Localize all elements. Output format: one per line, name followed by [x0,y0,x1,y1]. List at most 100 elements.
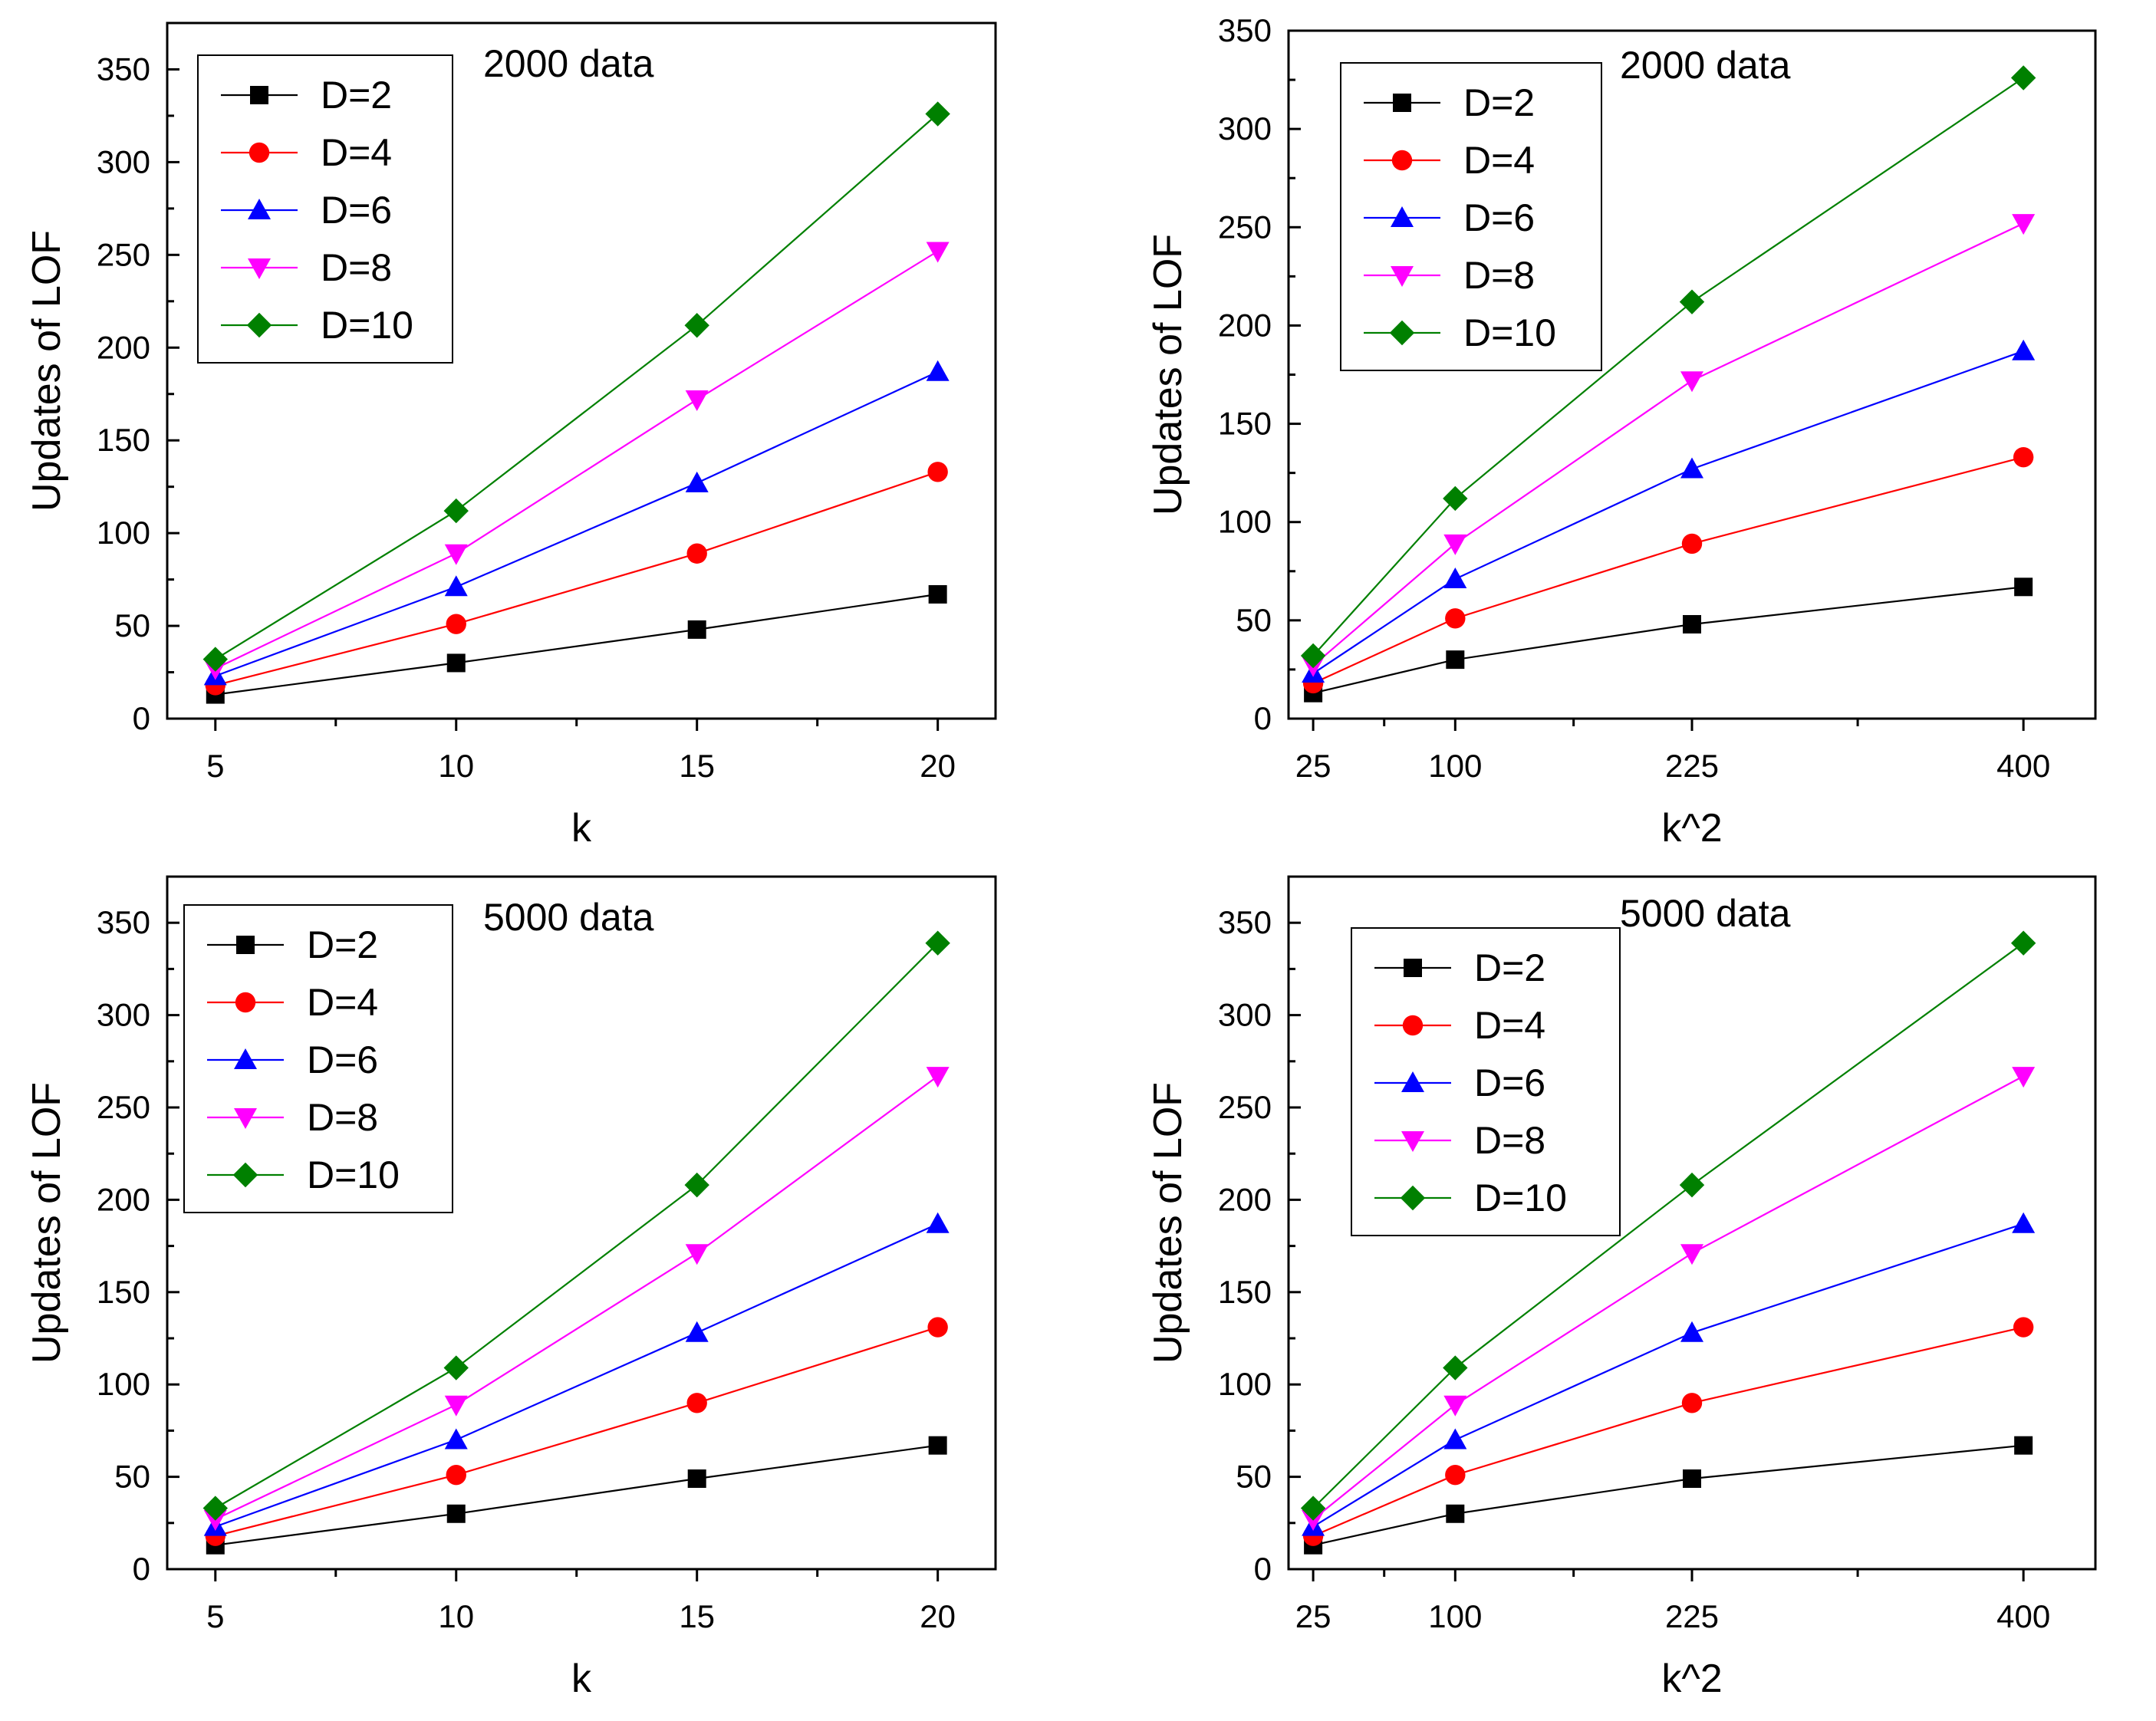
legend-marker-D=4 [1402,1015,1424,1036]
data-point-D=4-4 [927,1317,948,1338]
data-point-D=6-2 [1443,1428,1467,1450]
data-point-D=2-4 [928,1436,947,1455]
data-point-D=4-3 [686,543,707,564]
x-tick-label: 100 [1428,1598,1482,1634]
series-line-D=10 [1312,942,2024,1509]
series-line-D=4 [215,471,939,686]
data-point-D=10-4 [925,101,950,127]
data-point-D=8-4 [2012,1067,2036,1088]
x-tick-label: 15 [679,748,715,784]
data-point-D=4-3 [686,1393,707,1413]
data-point-D=10-4 [2010,65,2036,90]
x-tick-label: 100 [1428,748,1482,784]
series-line-D=6 [1312,1222,2024,1528]
legend-label-D=2: D=2 [307,923,378,966]
data-point-D=10-4 [2010,930,2036,956]
chart-title: 5000 data [1620,892,1791,935]
y-tick-label: 300 [1218,110,1272,146]
legend-label-D=6: D=6 [307,1038,378,1081]
chart-panel-2: 0 50 100 150 200 250 300 350 25 100 225 400 k^2 Updat… [1146,12,2097,851]
data-point-D=2-3 [1683,1469,1701,1489]
legend-marker-D=2 [236,936,255,954]
legend-marker-D=2 [1404,959,1422,977]
legend-marker-D=6 [1401,1071,1424,1092]
series-line-D=2 [215,593,938,696]
y-axis-label: Updates of LOF [1146,1082,1190,1364]
y-tick-label: 250 [97,236,150,272]
chart-title: 2000 data [1620,44,1791,87]
y-tick-label: 0 [1254,1551,1272,1587]
data-point-D=8-4 [926,1067,950,1088]
y-tick-label: 200 [1218,1181,1272,1217]
data-point-D=10-1 [202,647,228,672]
x-tick-label: 5 [206,748,224,784]
x-axis-label: k [571,806,592,851]
y-tick-label: 0 [133,1551,150,1587]
y-tick-label: 350 [97,904,150,940]
x-axis-label: k [571,1657,592,1701]
y-tick-label: 50 [1236,602,1272,638]
data-point-D=4-3 [1681,1393,1703,1413]
data-point-D=8-2 [1443,1395,1467,1417]
data-point-D=10-2 [1443,485,1468,512]
y-tick-label: 300 [97,143,150,179]
legend-label-D=2: D=2 [1474,946,1545,989]
data-point-D=8-3 [1680,1244,1703,1265]
legend-marker-D=4 [1391,150,1413,171]
x-tick-label: 400 [1996,748,2050,784]
series-line-D=8 [1312,222,2024,666]
legend-box [1351,927,1621,1236]
y-tick-label: 250 [1218,1089,1272,1125]
legend-marker-D=10 [246,312,272,338]
y-axis-label: Updates of LOF [25,1082,69,1364]
legend-label-D=8: D=8 [321,246,392,289]
series-line-D=4 [1312,456,2024,684]
data-point-D=2-2 [446,1504,466,1523]
x-axis-label: k^2 [1661,806,1722,851]
legend: D=2 D=4 D=6 D=8 D=10 [1351,927,1621,1236]
data-point-D=10-2 [443,1355,469,1380]
x-tick-label: 20 [920,748,956,784]
y-tick-label: 300 [97,997,150,1033]
y-axis-label: Updates of LOF [25,230,69,512]
legend-marker-D=10 [1400,1185,1426,1211]
data-point-D=4-2 [1445,608,1466,629]
data-point-D=10-1 [1300,1496,1326,1521]
x-tick-label: 5 [206,1598,224,1634]
y-tick-label: 150 [97,1274,150,1310]
y-tick-label: 100 [1218,1366,1272,1402]
data-point-D=8-3 [685,1244,709,1265]
series-line-D=4 [1312,1326,2024,1537]
data-point-D=4-4 [2013,446,2034,468]
y-tick-label: 350 [1218,12,1272,48]
data-point-D=2-3 [687,1469,706,1489]
y-tick-label: 350 [1218,904,1272,940]
legend-box [197,54,453,364]
data-point-D=8-2 [444,1395,468,1417]
data-point-D=10-3 [1679,289,1705,314]
legend-marker-D=2 [250,86,268,104]
legend-marker-D=4 [249,142,270,163]
data-point-D=2-4 [2014,578,2033,597]
data-point-D=2-2 [1446,1504,1465,1523]
y-tick-label: 150 [97,422,150,458]
series-line-D=2 [1312,586,2024,694]
x-tick-label: 10 [438,1598,474,1634]
legend-label-D=6: D=6 [1463,196,1535,239]
legend-label-D=6: D=6 [321,189,392,232]
x-tick-label: 225 [1665,1598,1719,1634]
legend-marker-D=4 [235,992,256,1013]
y-tick-label: 200 [97,329,150,365]
legend-marker-D=8 [234,1108,257,1129]
legend-label-D=2: D=2 [1463,81,1535,124]
data-point-D=8-3 [1680,371,1703,393]
data-point-D=8-2 [1443,534,1467,555]
data-point-D=4-3 [1681,533,1703,554]
data-point-D=8-4 [926,242,950,263]
plot-frame [166,21,997,720]
data-point-D=6-4 [926,360,950,381]
legend-marker-D=8 [1401,1131,1424,1152]
chart-panel-3: 0 50 100 150 200 250 300 350 5 10 15 20 k Updates of … [25,875,997,1701]
series-line-D=10 [1312,77,2024,656]
series-line-D=6 [215,1222,939,1528]
